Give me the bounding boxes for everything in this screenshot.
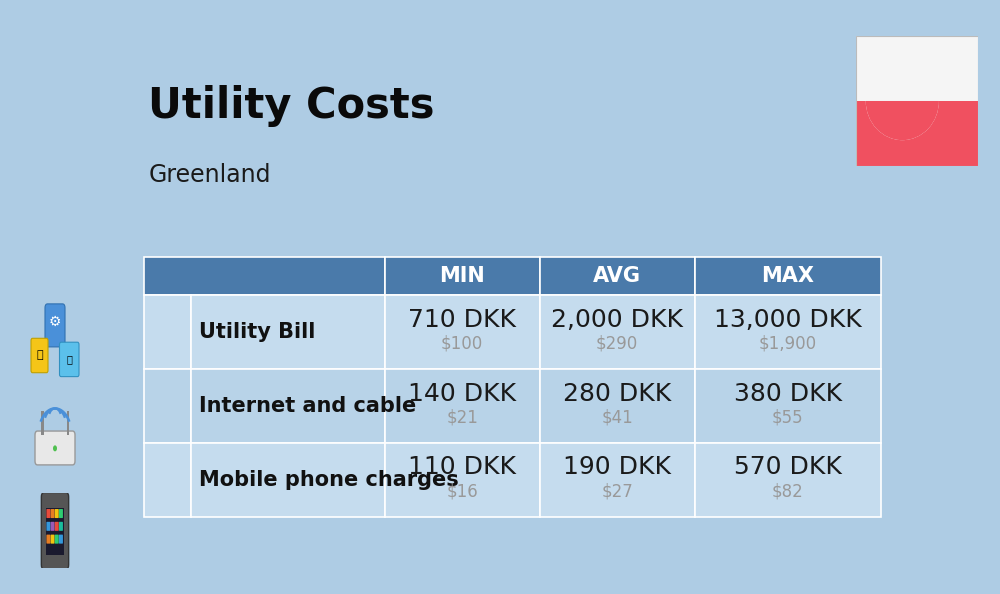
- FancyBboxPatch shape: [59, 522, 63, 531]
- FancyBboxPatch shape: [144, 369, 191, 443]
- Text: $21: $21: [446, 409, 478, 426]
- FancyBboxPatch shape: [51, 509, 55, 518]
- FancyBboxPatch shape: [695, 295, 881, 369]
- FancyBboxPatch shape: [55, 522, 59, 531]
- Text: 710 DKK: 710 DKK: [408, 308, 516, 331]
- Text: Internet and cable: Internet and cable: [199, 396, 416, 416]
- FancyBboxPatch shape: [540, 295, 695, 369]
- FancyBboxPatch shape: [60, 342, 79, 377]
- FancyBboxPatch shape: [46, 508, 64, 555]
- FancyBboxPatch shape: [191, 443, 385, 517]
- FancyBboxPatch shape: [385, 257, 540, 295]
- FancyBboxPatch shape: [695, 443, 881, 517]
- FancyBboxPatch shape: [144, 443, 191, 517]
- FancyBboxPatch shape: [31, 339, 48, 372]
- FancyBboxPatch shape: [46, 509, 50, 518]
- Text: $1,900: $1,900: [759, 335, 817, 353]
- Text: 💧: 💧: [66, 355, 72, 364]
- FancyBboxPatch shape: [385, 295, 540, 369]
- FancyBboxPatch shape: [59, 509, 63, 518]
- FancyBboxPatch shape: [695, 369, 881, 443]
- FancyBboxPatch shape: [46, 535, 50, 544]
- Text: $290: $290: [596, 335, 638, 353]
- FancyBboxPatch shape: [144, 295, 191, 369]
- FancyBboxPatch shape: [385, 369, 540, 443]
- Text: AVG: AVG: [593, 266, 641, 286]
- FancyBboxPatch shape: [46, 522, 50, 531]
- FancyBboxPatch shape: [695, 257, 881, 295]
- Circle shape: [866, 62, 939, 140]
- FancyBboxPatch shape: [540, 369, 695, 443]
- Text: $16: $16: [446, 483, 478, 501]
- Text: $82: $82: [772, 483, 804, 501]
- Bar: [856, 101, 978, 166]
- FancyBboxPatch shape: [191, 295, 385, 369]
- Text: MIN: MIN: [439, 266, 485, 286]
- Text: 2,000 DKK: 2,000 DKK: [551, 308, 683, 331]
- FancyBboxPatch shape: [55, 509, 59, 518]
- FancyBboxPatch shape: [540, 257, 695, 295]
- Text: $41: $41: [601, 409, 633, 426]
- FancyBboxPatch shape: [191, 369, 385, 443]
- Text: Mobile phone charges: Mobile phone charges: [199, 470, 458, 490]
- Text: 190 DKK: 190 DKK: [563, 456, 671, 479]
- FancyBboxPatch shape: [59, 535, 63, 544]
- Text: 380 DKK: 380 DKK: [734, 381, 842, 406]
- FancyBboxPatch shape: [35, 431, 75, 465]
- FancyBboxPatch shape: [51, 535, 55, 544]
- Text: Greenland: Greenland: [148, 163, 271, 187]
- FancyBboxPatch shape: [41, 492, 69, 569]
- Text: $55: $55: [772, 409, 803, 426]
- Text: ⚙: ⚙: [49, 315, 61, 329]
- Text: 570 DKK: 570 DKK: [734, 456, 842, 479]
- Text: Utility Costs: Utility Costs: [148, 85, 435, 127]
- FancyBboxPatch shape: [55, 535, 59, 544]
- Text: 110 DKK: 110 DKK: [408, 456, 516, 479]
- Text: 🔌: 🔌: [36, 350, 43, 361]
- Bar: [66, 410, 69, 435]
- Wedge shape: [866, 101, 939, 140]
- Text: 140 DKK: 140 DKK: [408, 381, 516, 406]
- FancyBboxPatch shape: [51, 522, 55, 531]
- FancyBboxPatch shape: [45, 304, 65, 347]
- Text: Utility Bill: Utility Bill: [199, 323, 315, 342]
- Text: $100: $100: [441, 335, 483, 353]
- FancyBboxPatch shape: [144, 257, 385, 295]
- Text: $27: $27: [601, 483, 633, 501]
- Text: MAX: MAX: [761, 266, 814, 286]
- FancyBboxPatch shape: [385, 443, 540, 517]
- Text: 13,000 DKK: 13,000 DKK: [714, 308, 862, 331]
- FancyBboxPatch shape: [540, 443, 695, 517]
- Bar: [41, 410, 44, 435]
- Text: 280 DKK: 280 DKK: [563, 381, 671, 406]
- Bar: [856, 36, 978, 101]
- Circle shape: [53, 446, 57, 451]
